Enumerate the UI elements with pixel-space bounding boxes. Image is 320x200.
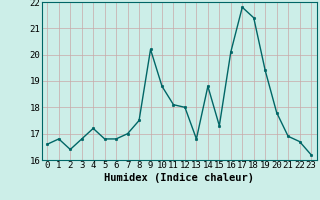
X-axis label: Humidex (Indice chaleur): Humidex (Indice chaleur) [104,173,254,183]
